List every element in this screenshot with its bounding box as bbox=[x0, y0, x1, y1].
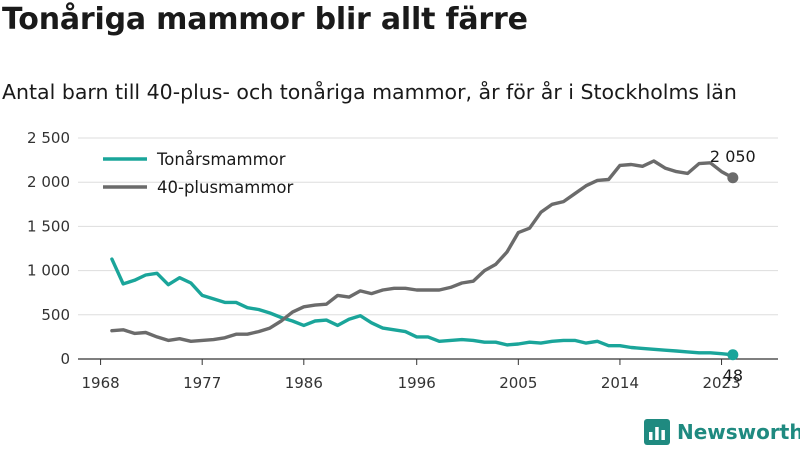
y-tick-label: 500 bbox=[41, 306, 70, 324]
end-point-marker bbox=[727, 172, 739, 184]
end-value-label: 48 bbox=[723, 366, 743, 385]
y-tick-label: 1 000 bbox=[27, 262, 70, 280]
brand-name: Newsworthy bbox=[677, 420, 800, 444]
x-tick-label: 1968 bbox=[81, 374, 119, 392]
end-point-marker bbox=[727, 349, 739, 361]
bar-chart-icon bbox=[644, 419, 670, 445]
legend-label: 40-plusmammor bbox=[157, 178, 293, 197]
series-line bbox=[110, 159, 735, 343]
y-tick-label: 2 500 bbox=[27, 129, 70, 147]
x-tick-label: 2014 bbox=[601, 374, 639, 392]
series-line bbox=[110, 257, 735, 357]
x-tick-label: 1977 bbox=[183, 374, 221, 392]
end-value-label: 2 050 bbox=[710, 147, 756, 166]
chart-subtitle: Antal barn till 40-plus- och tonåriga ma… bbox=[2, 80, 737, 104]
x-tick-label: 1996 bbox=[398, 374, 436, 392]
brand-logo[interactable]: Newsworthy bbox=[644, 419, 800, 445]
chart-title: Tonåriga mammor blir allt färre bbox=[2, 2, 528, 37]
y-tick-label: 0 bbox=[60, 350, 70, 368]
x-tick-label: 1986 bbox=[285, 374, 323, 392]
x-tick-label: 2005 bbox=[499, 374, 537, 392]
x-tick-label: 2023 bbox=[702, 374, 740, 392]
legend-label: Tonårsmammor bbox=[156, 150, 286, 169]
y-tick-label: 1 500 bbox=[27, 217, 70, 235]
y-tick-label: 2 000 bbox=[27, 173, 70, 191]
